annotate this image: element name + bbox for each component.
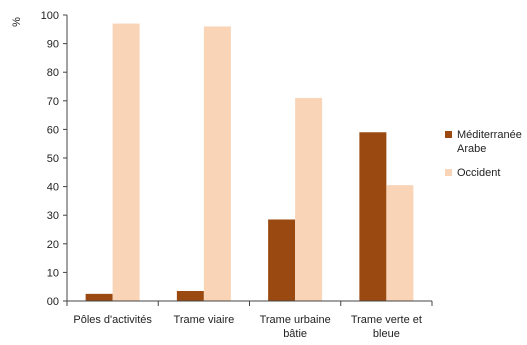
y-tick-label: 40 xyxy=(47,182,59,194)
axes xyxy=(66,15,433,306)
y-axis-ticks: 00 10 20 30 40 50 60 70 80 90 100 xyxy=(41,10,67,308)
bar-mediterranee-arabe xyxy=(268,219,296,301)
y-tick-label: 100 xyxy=(41,10,59,22)
bar-mediterranee-arabe xyxy=(85,293,113,301)
y-tick-label: 50 xyxy=(47,153,59,165)
legend-swatch xyxy=(445,169,452,176)
y-tick-label: 30 xyxy=(47,210,59,222)
bar-occident xyxy=(203,26,231,301)
legend-label: Méditerranée Arabe xyxy=(457,129,522,155)
y-tick-label: 20 xyxy=(47,239,59,251)
legend-swatch xyxy=(445,131,452,138)
bar-occident xyxy=(112,23,140,302)
bar-occident xyxy=(295,97,323,301)
category-label: Trame verte et bleue xyxy=(351,314,422,340)
category-label: Trame urbaine bâtie xyxy=(260,314,331,340)
legend: Méditerranée Arabe Occident xyxy=(445,129,522,179)
bar-mediterranee-arabe xyxy=(359,132,387,301)
legend-label: Occident xyxy=(457,167,500,179)
bar-mediterranee-arabe xyxy=(176,290,204,301)
bars xyxy=(85,23,414,302)
category-label: Trame viaire xyxy=(174,314,235,326)
y-tick-label: 80 xyxy=(47,67,59,79)
y-tick-label: 60 xyxy=(47,124,59,136)
category-label: Pôles d'activités xyxy=(73,314,152,326)
y-tick-label: 10 xyxy=(47,267,59,279)
y-tick-label: 00 xyxy=(47,296,59,308)
y-axis-label: % xyxy=(11,17,23,27)
y-tick-label: 70 xyxy=(47,96,59,108)
y-tick-label: 90 xyxy=(47,39,59,51)
category-labels: Pôles d'activités Trame viaire Trame urbai… xyxy=(73,314,422,340)
bar-occident xyxy=(386,185,414,301)
